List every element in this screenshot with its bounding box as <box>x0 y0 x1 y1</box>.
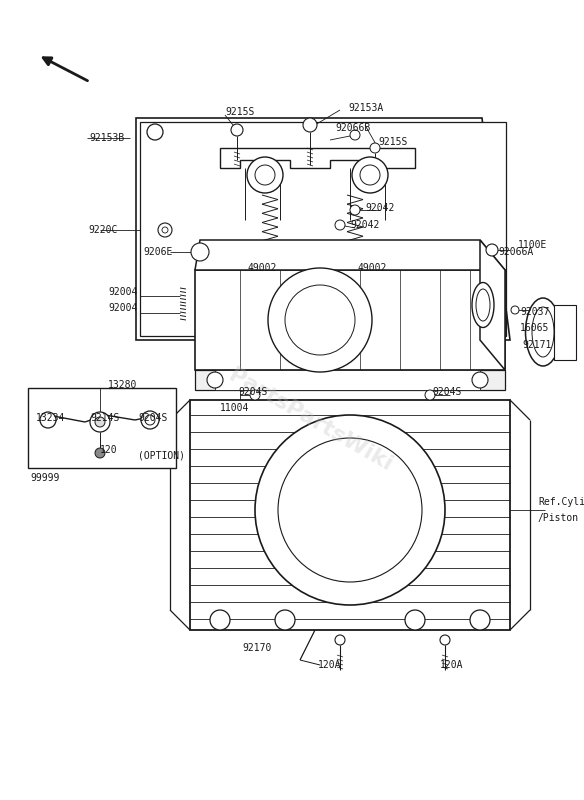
Text: (OPTION): (OPTION) <box>138 451 185 461</box>
Polygon shape <box>215 370 480 390</box>
Text: 92171: 92171 <box>522 340 551 350</box>
Circle shape <box>191 243 209 261</box>
Text: 120A: 120A <box>440 660 464 670</box>
Circle shape <box>268 268 372 372</box>
Circle shape <box>162 227 168 233</box>
Circle shape <box>335 635 345 645</box>
Text: 92066A: 92066A <box>498 247 533 257</box>
Circle shape <box>247 157 283 193</box>
Circle shape <box>425 390 435 400</box>
Text: 9206E: 9206E <box>144 247 173 257</box>
Circle shape <box>275 610 295 630</box>
Circle shape <box>303 118 317 132</box>
Text: 9204S: 9204S <box>238 387 267 397</box>
Text: PartsPartsWiki: PartsPartsWiki <box>225 365 395 475</box>
Text: 99999: 99999 <box>30 473 60 483</box>
Circle shape <box>141 411 159 429</box>
Circle shape <box>210 610 230 630</box>
Polygon shape <box>195 240 505 270</box>
Circle shape <box>147 124 163 140</box>
Circle shape <box>486 244 498 256</box>
Circle shape <box>250 390 260 400</box>
Text: 16065: 16065 <box>520 323 550 333</box>
Circle shape <box>511 306 519 314</box>
Text: 92037: 92037 <box>520 307 550 317</box>
Circle shape <box>285 285 355 355</box>
Ellipse shape <box>476 289 490 321</box>
Ellipse shape <box>526 298 561 366</box>
Text: 13234: 13234 <box>36 413 65 423</box>
Text: 9204S: 9204S <box>432 387 461 397</box>
Circle shape <box>255 165 275 185</box>
Circle shape <box>255 415 445 605</box>
Text: 92153A: 92153A <box>348 103 383 113</box>
Circle shape <box>350 130 360 140</box>
Ellipse shape <box>472 282 494 327</box>
Text: 1100E: 1100E <box>518 240 547 250</box>
Text: 92066B: 92066B <box>335 123 370 133</box>
Text: 49002: 49002 <box>248 263 277 273</box>
Text: 11004: 11004 <box>220 403 249 413</box>
Circle shape <box>231 124 243 136</box>
Ellipse shape <box>46 415 50 425</box>
Text: 120: 120 <box>100 445 117 455</box>
Circle shape <box>470 610 490 630</box>
Polygon shape <box>220 148 415 168</box>
Circle shape <box>440 635 450 645</box>
Bar <box>140 122 506 336</box>
Text: Ref.Cylinder: Ref.Cylinder <box>538 497 584 507</box>
Text: 9220C: 9220C <box>89 225 118 235</box>
Circle shape <box>405 610 425 630</box>
Circle shape <box>95 417 105 427</box>
Text: 9215S: 9215S <box>225 107 255 117</box>
Text: 49002: 49002 <box>358 263 387 273</box>
Text: 13280: 13280 <box>108 380 137 390</box>
Text: 92042: 92042 <box>365 203 394 213</box>
Text: 120A: 120A <box>318 660 342 670</box>
Polygon shape <box>195 370 505 390</box>
Text: 9204S: 9204S <box>138 413 168 423</box>
Text: /Piston: /Piston <box>538 513 579 523</box>
Bar <box>195 270 505 370</box>
Circle shape <box>472 372 488 388</box>
Circle shape <box>278 438 422 582</box>
Circle shape <box>40 412 56 428</box>
Bar <box>554 305 576 360</box>
Circle shape <box>352 157 388 193</box>
Text: 92004: 92004 <box>109 287 138 297</box>
Polygon shape <box>480 240 505 370</box>
Text: 92153B: 92153B <box>90 133 125 143</box>
Circle shape <box>90 412 110 432</box>
Text: 92170: 92170 <box>242 643 272 653</box>
Text: 92004: 92004 <box>109 303 138 313</box>
Circle shape <box>370 143 380 153</box>
Polygon shape <box>136 118 510 340</box>
Circle shape <box>95 448 105 458</box>
Text: 9214S: 9214S <box>90 413 119 423</box>
Circle shape <box>335 220 345 230</box>
Ellipse shape <box>532 307 554 357</box>
Circle shape <box>350 205 360 215</box>
Circle shape <box>360 165 380 185</box>
Polygon shape <box>190 400 510 630</box>
Text: 9215S: 9215S <box>378 137 408 147</box>
Circle shape <box>158 223 172 237</box>
Circle shape <box>145 415 155 425</box>
Circle shape <box>207 372 223 388</box>
Text: 92042: 92042 <box>350 220 380 230</box>
Bar <box>28 388 176 468</box>
